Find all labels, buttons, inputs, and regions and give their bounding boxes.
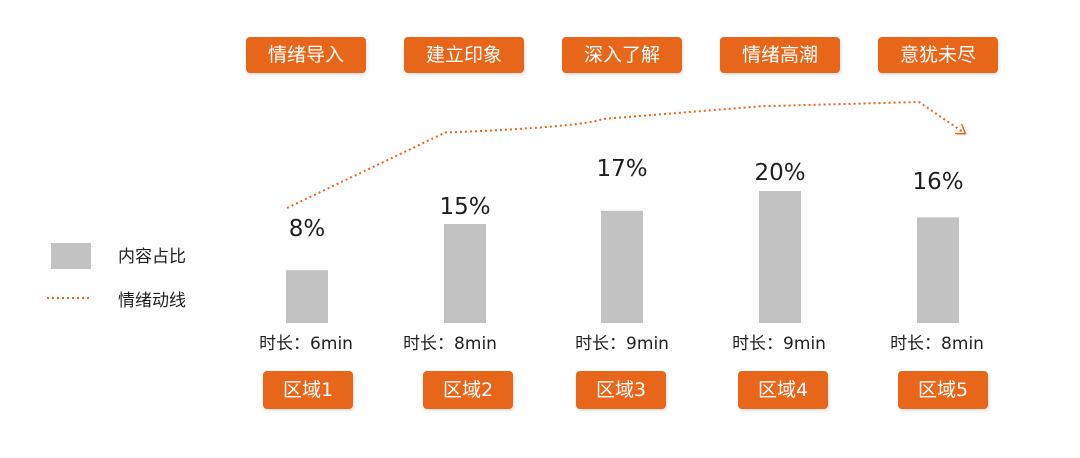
region-tag-5: 区域5 — [898, 371, 988, 409]
duration-label-4: 时长：9min — [732, 334, 826, 354]
bar-value-label-1: 8% — [288, 216, 326, 242]
bar-value-label-5: 16% — [912, 169, 964, 195]
bar-value-label-2: 15% — [439, 194, 491, 220]
region-tag-4: 区域4 — [738, 371, 828, 409]
region-tag-2: 区域2 — [423, 371, 513, 409]
bar-3 — [601, 210, 643, 323]
duration-label-2: 时长：8min — [403, 334, 497, 354]
legend-bar-label: 内容占比 — [118, 247, 186, 267]
stage-tag-4: 情绪高潮 — [720, 37, 840, 73]
region-tag-1: 区域1 — [263, 371, 353, 409]
stage-tag-2: 建立印象 — [404, 37, 524, 73]
duration-label-1: 时长：6min — [259, 334, 353, 354]
stage-tag-1: 情绪导入 — [246, 37, 366, 73]
stage-tag-5: 意犹未尽 — [878, 37, 998, 73]
bar-5 — [917, 217, 959, 323]
bar-4 — [759, 191, 801, 323]
duration-label-3: 时长：9min — [575, 334, 669, 354]
emotion-line — [286, 100, 966, 209]
bar-1 — [286, 270, 328, 323]
duration-label-5: 时长：8min — [890, 334, 984, 354]
region-tag-3: 区域3 — [576, 371, 666, 409]
bar-2 — [444, 224, 486, 323]
bar-value-label-3: 17% — [596, 156, 648, 182]
legend-bar-swatch — [51, 243, 91, 269]
bar-value-label-4: 20% — [754, 160, 806, 186]
legend-line-label: 情绪动线 — [118, 291, 186, 311]
stage-tag-3: 深入了解 — [562, 37, 682, 73]
